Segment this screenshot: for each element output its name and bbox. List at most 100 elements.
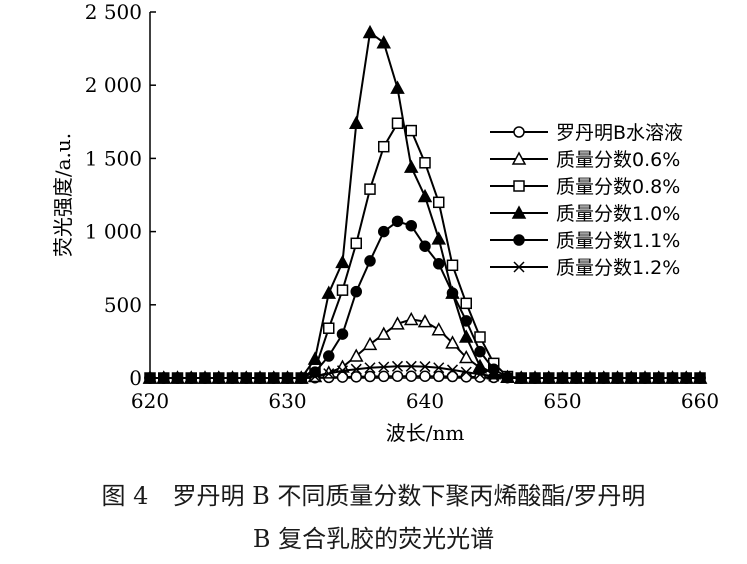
data-point: [474, 368, 486, 380]
figure-caption-line1: 图 4 罗丹明 B 不同质量分数下聚丙烯酸酯/罗丹明: [101, 482, 646, 510]
data-point: [417, 188, 433, 203]
data-point: [390, 80, 405, 94]
data-point: [460, 366, 472, 378]
x-tick-label: 640: [406, 389, 444, 413]
data-point: [446, 259, 459, 272]
data-point: [419, 361, 431, 373]
y-axis-label: 荧光强度/a.u.: [51, 133, 75, 257]
data-point: [405, 370, 417, 382]
data-point: [336, 365, 349, 377]
legend-marker: [511, 205, 527, 219]
data-point: [335, 359, 350, 373]
data-point: [323, 350, 335, 362]
data-point: [433, 258, 445, 270]
legend-label: 质量分数1.0%: [556, 203, 680, 225]
data-point: [653, 372, 665, 384]
data-point: [446, 364, 459, 376]
data-point: [199, 372, 211, 384]
data-point: [445, 335, 460, 349]
data-point: [362, 336, 378, 351]
data-point: [309, 371, 321, 383]
data-point: [335, 254, 350, 269]
legend-label: 质量分数1.2%: [556, 257, 680, 279]
data-point: [488, 363, 500, 375]
x-tick-label: 630: [268, 389, 306, 413]
data-point: [639, 372, 651, 384]
legend-label: 质量分数0.6%: [556, 149, 680, 171]
data-point: [323, 368, 335, 380]
legend-marker: [513, 261, 525, 273]
data-point: [433, 370, 445, 383]
data-point: [350, 371, 362, 383]
y-ticks: 0 500 1 000 1 500 2 000 2 500: [85, 0, 156, 390]
legend-item: 罗丹明B水溶液: [490, 122, 683, 144]
data-point: [323, 322, 335, 334]
legend-label: 质量分数0.8%: [556, 176, 680, 198]
data-point: [185, 372, 197, 384]
x-axis-label: 波长/nm: [386, 421, 465, 445]
data-point: [336, 284, 349, 296]
x-tick-label: 620: [131, 389, 169, 413]
data-point: [376, 35, 392, 49]
data-point: [598, 372, 610, 384]
data-point: [433, 362, 445, 374]
y-tick-label: 1 000: [85, 220, 142, 244]
data-point: [501, 372, 514, 384]
data-point: [556, 372, 569, 384]
x-tick-label: 660: [681, 389, 719, 413]
data-point: [364, 370, 376, 383]
data-point: [171, 372, 184, 384]
data-point: [543, 372, 555, 384]
data-point: [405, 360, 417, 372]
data-point: [281, 372, 294, 384]
data-point: [378, 225, 390, 238]
data-point: [419, 370, 431, 382]
data-point: [584, 372, 596, 384]
data-point: [378, 370, 390, 383]
data-point: [336, 328, 349, 340]
data-point: [378, 140, 390, 153]
data-point: [403, 159, 419, 173]
data-point: [391, 360, 404, 372]
data-point: [458, 349, 474, 364]
data-point: [348, 348, 364, 362]
data-point: [460, 315, 472, 327]
data-point: [350, 237, 362, 250]
data-point: [376, 326, 392, 340]
data-point: [474, 345, 486, 358]
y-tick-label: 0: [129, 366, 142, 390]
data-point: [419, 240, 431, 252]
y-tick-label: 1 500: [85, 146, 142, 170]
data-point: [350, 363, 362, 375]
data-point: [433, 196, 445, 209]
data-point: [431, 231, 447, 245]
legend-marker: [513, 180, 525, 192]
data-point: [321, 285, 337, 299]
data-point: [417, 314, 433, 328]
data-point: [680, 372, 692, 384]
y-tick-label: 2 000: [85, 73, 142, 97]
fluorescence-chart: 0 500 1 000 1 500 2 000 2 500 620 630 640 650 660…: [51, 0, 719, 445]
data-point: [570, 372, 582, 384]
data-point: [391, 117, 404, 130]
data-point: [611, 372, 624, 384]
data-point: [403, 311, 419, 326]
series-line: [150, 318, 700, 379]
data-point: [515, 372, 527, 384]
legend-label: 罗丹明B水溶液: [556, 122, 683, 144]
data-point: [446, 370, 459, 383]
data-point: [446, 287, 459, 299]
data-point: [240, 372, 252, 384]
legend-marker: [513, 126, 525, 138]
data-point: [391, 370, 404, 382]
data-point: [391, 215, 404, 228]
legend-item: 质量分数0.6%: [490, 149, 680, 171]
legend-item: 质量分数1.0%: [490, 203, 680, 225]
data-point: [431, 322, 447, 336]
figure-caption-line2: B 复合乳胶的荧光光谱: [252, 525, 495, 553]
y-tick-label: 2 500: [85, 0, 142, 24]
data-point: [348, 115, 364, 130]
data-point: [488, 370, 500, 382]
legend-label: 质量分数1.1%: [556, 230, 680, 252]
